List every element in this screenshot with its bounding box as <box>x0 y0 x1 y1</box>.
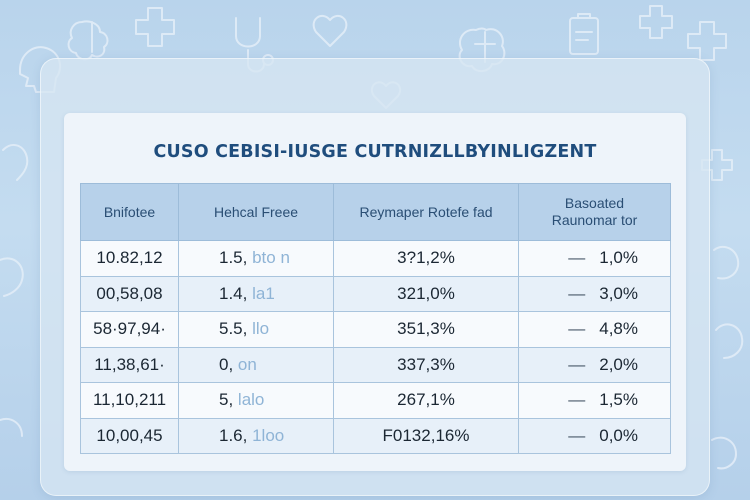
table-row: 11,10,211 5, lalo 267,1% —1,5% <box>80 382 671 419</box>
cell-col-4-value: 2,0% <box>599 354 638 374</box>
cell-col-2-value: 1.5, <box>219 248 248 268</box>
clipboard-icon <box>569 13 599 55</box>
brain-icon <box>67 20 109 61</box>
cell-col-4: — 4,8% <box>518 311 671 348</box>
cell-col-2-faint: on <box>237 354 257 374</box>
head-outline-icon <box>19 46 62 93</box>
cell-col-2-faint: lalo <box>237 390 265 410</box>
cell-col-2-value: 5, <box>219 390 234 410</box>
dash-mark: — <box>568 390 586 410</box>
cell-col-3: 267,1% <box>333 382 519 419</box>
cell-col-3: 351,3% <box>333 311 519 348</box>
medical-cross-icon <box>135 7 175 47</box>
cell-col-2-value: 1.6, <box>219 425 248 445</box>
cell-col-3: 3?1,2% <box>333 240 519 277</box>
cell-col-4-value: 1,0% <box>599 248 638 268</box>
table-row: 10.82,12 1.5, bto n 3?1,2% —1,0% <box>80 240 671 277</box>
cell-col-2: 1.4, la1 <box>178 275 334 312</box>
dash-mark: — <box>568 354 586 374</box>
cell-col-1: 11,38,61· <box>80 346 179 383</box>
medical-cross-icon <box>687 21 727 61</box>
cell-col-1: 10,00,45 <box>80 417 179 454</box>
cell-col-1: 00,58,08 <box>80 275 179 312</box>
table-header-row: Bnifotee Hehcal Freee Reymaper Rotefe fa… <box>80 183 671 241</box>
dash-mark: — <box>568 248 586 268</box>
cell-col-2: 5.5, llo <box>178 311 334 348</box>
column-header-1: Bnifotee <box>80 183 179 241</box>
cell-col-1: 11,10,211 <box>80 382 179 419</box>
column-header-2: Hehcal Freee <box>178 183 334 241</box>
cell-col-1: 58·97,94· <box>80 311 179 348</box>
cell-col-4: — 3,0% <box>518 275 671 312</box>
cell-col-2-faint: 1loo <box>252 425 285 445</box>
cell-col-2-value: 5.5, <box>219 319 248 339</box>
data-table: Bnifotee Hehcal Freee Reymaper Rotefe fa… <box>80 183 671 454</box>
cell-col-2-faint: la1 <box>252 283 275 303</box>
cell-col-2-faint: llo <box>252 319 270 339</box>
cell-col-2-value: 0, <box>219 354 234 374</box>
cell-col-4: — 1,5% <box>518 382 671 419</box>
column-header-4-line1: Basoated <box>564 195 625 211</box>
table-row: 10,00,45 1.6, 1loo F0132,16% —0,0% <box>80 417 671 454</box>
cell-col-2: 1.5, bto n <box>178 240 334 277</box>
table-row: 00,58,08 1.4, la1 321,0% —3,0% <box>80 275 671 312</box>
cell-col-2: 1.6, 1loo <box>178 417 334 454</box>
cell-col-4: — 1,0% <box>518 240 671 277</box>
cell-col-1: 10.82,12 <box>80 240 179 277</box>
column-header-3: Reymaper Rotefe fad <box>333 183 519 241</box>
page-title: CUSO CEBISI-IUSGE CUTRNIZLLBYINLIGZENT <box>153 142 597 162</box>
cell-col-3: 321,0% <box>333 275 519 312</box>
cell-col-3: 337,3% <box>333 346 519 383</box>
cell-col-4: — 2,0% <box>518 346 671 383</box>
medical-cross-icon <box>639 5 673 39</box>
cell-col-4: — 0,0% <box>518 417 671 454</box>
cell-col-4-value: 1,5% <box>599 390 638 410</box>
heart-icon <box>312 14 348 47</box>
cell-col-4-value: 0,0% <box>599 425 638 445</box>
dash-mark: — <box>568 319 586 339</box>
column-header-4-line2: Raunomar tor <box>551 212 638 228</box>
dash-mark: — <box>568 425 586 445</box>
cell-col-4-value: 3,0% <box>599 283 638 303</box>
table-row: 11,38,61· 0, on 337,3% —2,0% <box>80 346 671 383</box>
cell-col-3: F0132,16% <box>333 417 519 454</box>
medical-cross-icon <box>701 149 744 470</box>
head-outline-icon <box>0 143 29 437</box>
cell-col-4-value: 4,8% <box>599 319 638 339</box>
cell-col-2-value: 1.4, <box>219 283 248 303</box>
dash-mark: — <box>568 283 586 303</box>
cell-col-2-faint: bto n <box>252 248 290 268</box>
table-row: 58·97,94· 5.5, llo 351,3% —4,8% <box>80 311 671 348</box>
cell-col-2: 0, on <box>178 346 334 383</box>
cell-col-2: 5, lalo <box>178 382 334 419</box>
column-header-4: Basoated Raunomar tor <box>518 183 671 241</box>
